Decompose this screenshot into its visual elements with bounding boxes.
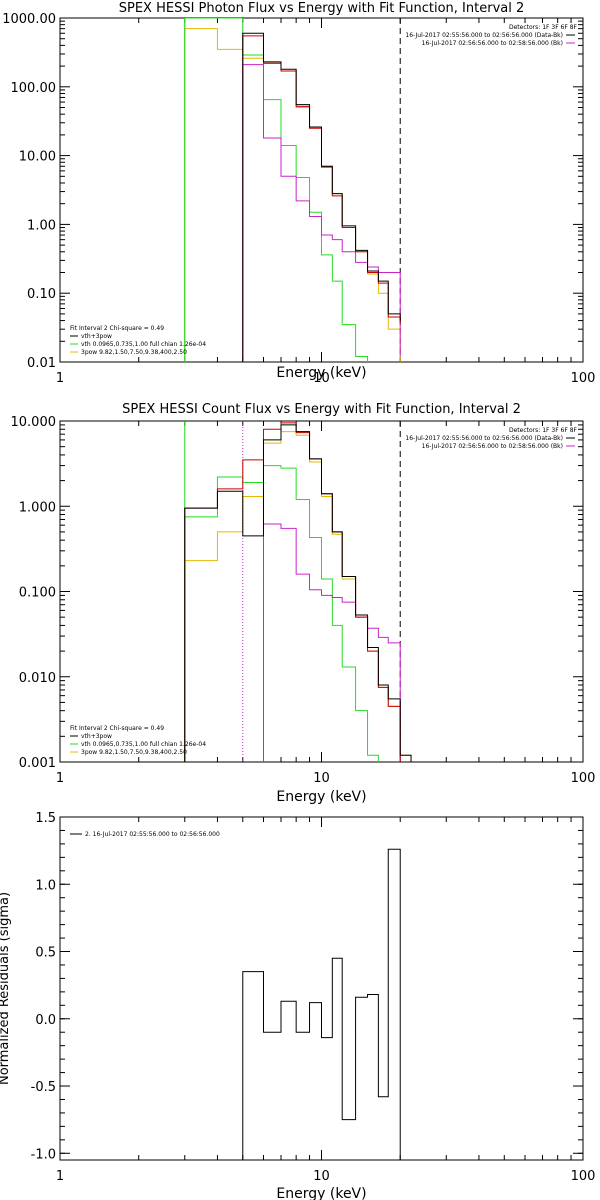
detectors-label: Detectors: 1F 3F 6F 8F (509, 24, 578, 31)
y-tick-label: -1.0 (31, 1147, 56, 1162)
y-tick-label: 100.00 (11, 81, 57, 96)
fit-legend-entry: vth 0.0965,0.735,1.00 full chian 1.26e-0… (81, 341, 206, 348)
count-flux-panel: SPEX HESSI Count Flux vs Energy with Fit… (11, 402, 596, 805)
plot-data (184, 421, 412, 762)
series-line-0 (184, 424, 412, 762)
plot-frame (59, 816, 584, 1161)
fit-legend-title: Fit Interval 2 Chi-square = 0.49 (70, 325, 164, 332)
y-tick-label: 1.00 (27, 218, 56, 233)
x-tick-label: 10 (313, 371, 330, 386)
y-tick-label: 0.100 (19, 586, 56, 601)
x-tick-label: 1 (56, 1169, 64, 1184)
y-tick-label: -0.5 (31, 1080, 56, 1095)
x-tick-label: 100 (571, 771, 596, 786)
residual-legend-entry: 2. 16-Jul-2017 02:55:56.000 to 02:56:56.… (85, 831, 220, 838)
x-tick-label: 1 (56, 771, 64, 786)
y-tick-label: 10.00 (19, 150, 56, 165)
series-line-2 (184, 18, 369, 362)
x-axis-label: Energy (keV) (276, 1186, 366, 1200)
x-tick-label: 1 (56, 371, 64, 386)
y-tick-label: 0.0 (35, 1013, 56, 1028)
y-tick-label: 0.5 (35, 946, 56, 961)
time-legend-text: 16-Jul-2017 02:56:56.000 to 02:58:56.000… (422, 443, 563, 450)
series-line-1 (184, 422, 401, 762)
fit-legend-title: Fit Interval 2 Chi-square = 0.49 (70, 725, 164, 732)
plot-data (184, 18, 401, 362)
y-tick-label: 10.000 (11, 415, 57, 430)
y-tick-label: 0.01 (27, 356, 56, 371)
series-line-0 (242, 848, 401, 1160)
time-legend-text: 16-Jul-2017 02:55:56.000 to 02:56:56.000… (405, 32, 563, 39)
series-line-2 (184, 465, 379, 762)
y-tick-label: 1.0 (35, 878, 56, 893)
chart-title: SPEX HESSI Photon Flux vs Energy with Fi… (119, 1, 525, 16)
y-tick-label: 1.000 (19, 500, 56, 515)
x-tick-label: 10 (313, 771, 330, 786)
fit-legend-entry: vth+3pow (81, 733, 112, 740)
y-tick-label: 0.010 (19, 671, 56, 686)
time-legend-text: 16-Jul-2017 02:56:56.000 to 02:58:56.000… (422, 40, 563, 47)
series-line-1 (242, 35, 401, 362)
x-axis-label: Energy (keV) (276, 365, 366, 381)
fit-legend-entry: 3pow 9.82,1.50,7.50,9.38,400,2.50 (81, 349, 187, 356)
series-line-0 (242, 32, 401, 362)
x-axis-label: Energy (keV) (276, 789, 366, 805)
y-tick-label: 1000.00 (2, 12, 56, 27)
series-line-3 (242, 64, 401, 362)
plot-data (242, 848, 401, 1160)
y-tick-label: 0.10 (27, 287, 56, 302)
x-tick-label: 10 (313, 1169, 330, 1184)
fit-legend-entry: vth+3pow (81, 333, 112, 340)
y-axis-label: Normalized Residuals (sigma) (0, 892, 12, 1085)
detectors-label: Detectors: 1F 3F 6F 8F (509, 427, 578, 434)
fit-legend-entry: vth 0.0965,0.735,1.00 full chian 1.26e-0… (81, 741, 206, 748)
plot-frame (59, 17, 584, 363)
series-line-4 (184, 28, 401, 362)
x-tick-label: 100 (571, 371, 596, 386)
residuals-panel: 1 10 100 Energy (keV) -1.0 -0.5 0.0 0.5 1.0 1.5 No… (0, 811, 595, 1200)
y-tick-label: 0.001 (19, 756, 56, 771)
time-legend-text: 16-Jul-2017 02:55:56.000 to 02:56:56.000… (405, 435, 563, 442)
series-line-4 (184, 431, 412, 762)
fit-legend-entry: 3pow 9.82,1.50,7.50,9.38,400,2.50 (81, 749, 187, 756)
x-tick-label: 100 (571, 1169, 596, 1184)
y-tick-label: 1.5 (35, 811, 56, 826)
chart-title: SPEX HESSI Count Flux vs Energy with Fit… (122, 402, 521, 417)
series-line-3 (262, 523, 401, 762)
photon-flux-panel: SPEX HESSI Photon Flux vs Energy with Fi… (2, 1, 595, 386)
